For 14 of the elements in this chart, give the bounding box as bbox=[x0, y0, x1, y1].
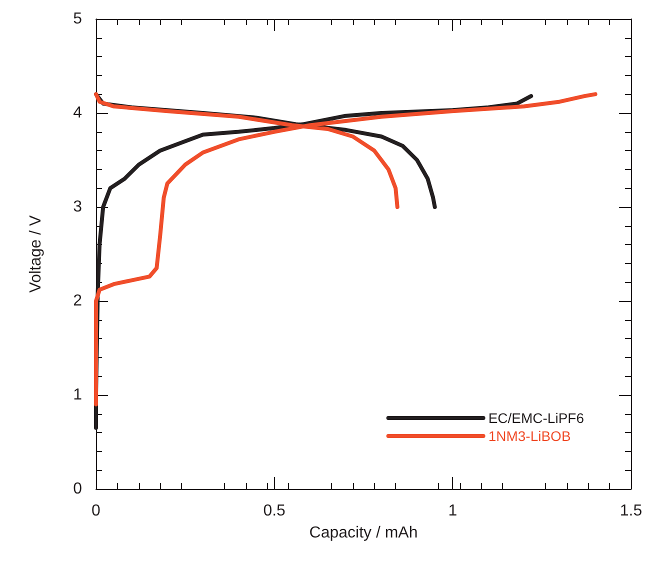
y-tick-label: 4 bbox=[73, 104, 82, 122]
text: 1NM3-LiBOB bbox=[488, 428, 571, 444]
x-axis-title: Capacity / mAh bbox=[309, 524, 418, 542]
y-tick-label: 0 bbox=[73, 480, 82, 498]
x-tick-label: 1.5 bbox=[620, 502, 642, 520]
x-tick-label: 1 bbox=[448, 502, 458, 520]
y-tick-label: 3 bbox=[73, 198, 82, 216]
y-axis-title: Voltage / V bbox=[28, 214, 44, 293]
y-tick-label: 5 bbox=[73, 10, 82, 28]
x-tick-label: 0.5 bbox=[263, 502, 286, 520]
y-tick-label: 2 bbox=[73, 292, 82, 310]
text: EC/EMC-LiPF6 bbox=[488, 410, 584, 426]
x-tick-label: 0 bbox=[92, 502, 101, 520]
y-tick-label: 1 bbox=[73, 386, 82, 404]
